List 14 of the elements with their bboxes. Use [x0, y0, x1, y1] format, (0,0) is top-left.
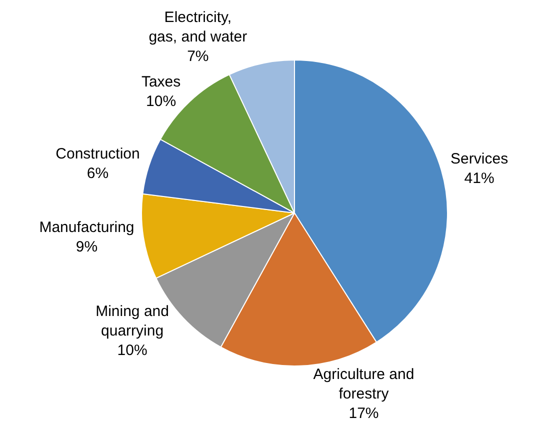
data-label: 6%	[86, 165, 109, 182]
slice-label: Services	[450, 150, 508, 168]
data-label: 10%	[146, 93, 176, 110]
data-label: 41%	[464, 170, 494, 188]
slice-label: Mining and quarrying	[96, 302, 169, 340]
data-label: 10%	[117, 342, 148, 359]
slice-label: Construction	[56, 146, 140, 163]
slice-label: Agriculture and forestry	[313, 366, 414, 402]
data-label: 17%	[348, 404, 379, 422]
data-label: 7%	[187, 48, 209, 66]
slice-label: Manufacturing	[39, 219, 134, 236]
slice-label: Electricity, gas, and water	[148, 9, 248, 46]
slice-label: Taxes	[141, 74, 181, 91]
data-label: 9%	[76, 238, 98, 256]
